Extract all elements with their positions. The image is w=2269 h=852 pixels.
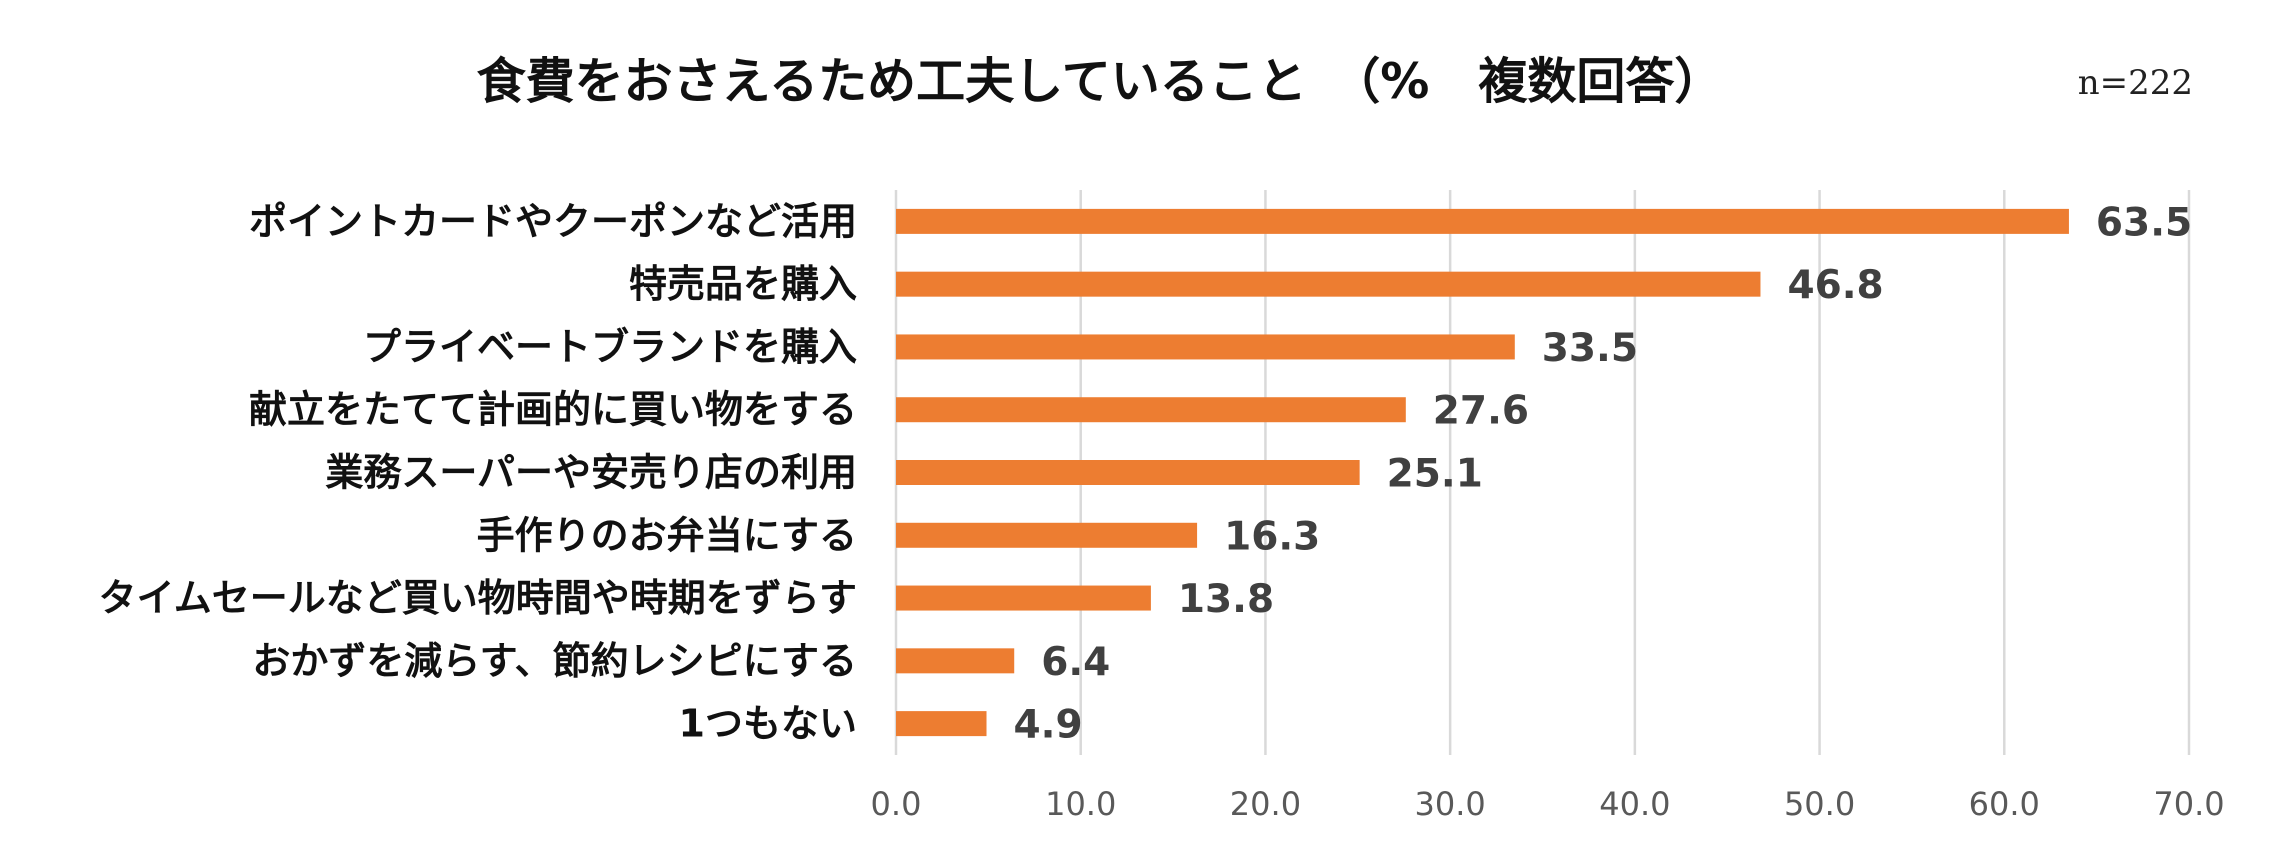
- data-label: 16.3: [1224, 514, 1320, 559]
- bar: [896, 648, 1015, 674]
- bar: [896, 711, 987, 737]
- value-labels: 63.5 46.8 33.5 27.6 25.1 16.3 13.8 6.4 4.9: [1014, 200, 2193, 747]
- category-label: 献立をたてて計画的に買い物をする: [249, 388, 857, 432]
- category-label: ポイントカードやクーポンなど活用: [249, 199, 857, 243]
- x-tick-label: 70.0: [2153, 785, 2224, 823]
- x-tick-label: 20.0: [1230, 785, 1301, 823]
- chart-title: 食費をおさえるため工夫していること （% 複数回答）: [477, 53, 1724, 110]
- bar: [896, 460, 1360, 485]
- data-label: 13.8: [1178, 577, 1274, 622]
- category-label: 1つもない: [679, 702, 857, 746]
- bar: [896, 397, 1406, 423]
- x-tick-label: 10.0: [1045, 785, 1116, 823]
- x-tick-label: 60.0: [1969, 785, 2040, 823]
- category-label: 特売品を購入: [629, 262, 857, 306]
- sample-size: n=222: [2078, 63, 2193, 103]
- bar: [896, 585, 1151, 611]
- data-label: 25.1: [1387, 452, 1483, 497]
- category-labels: ポイントカードやクーポンなど活用特売品を購入プライベートブランドを購入献立をたて…: [99, 199, 857, 745]
- category-label: おかずを減らす、節約レシピにする: [252, 639, 857, 683]
- bar: [896, 522, 1198, 548]
- category-label: 業務スーパーや安売り店の利用: [325, 451, 857, 495]
- data-label: 6.4: [1041, 640, 1110, 685]
- bar: [896, 334, 1515, 360]
- data-label: 46.8: [1787, 263, 1883, 308]
- data-label: 33.5: [1542, 326, 1638, 371]
- bar: [896, 208, 2069, 234]
- category-label: タイムセールなど買い物時間や時期をずらす: [99, 576, 857, 620]
- x-tick-label: 0.0: [871, 785, 922, 823]
- x-axis-tick-labels: 0.0 10.0 20.0 30.0 40.0 50.0 60.0 70.0: [871, 785, 2225, 823]
- data-label: 63.5: [2096, 200, 2192, 245]
- data-label: 27.6: [1433, 389, 1529, 434]
- x-tick-label: 40.0: [1599, 785, 1670, 823]
- bars: [896, 208, 2069, 737]
- x-tick-label: 50.0: [1784, 785, 1855, 823]
- bar: [896, 271, 1761, 297]
- category-label: 手作りのお弁当にする: [477, 513, 857, 557]
- category-label: プライベートブランドを購入: [363, 325, 857, 369]
- x-tick-label: 30.0: [1415, 785, 1486, 823]
- data-label: 4.9: [1014, 703, 1083, 748]
